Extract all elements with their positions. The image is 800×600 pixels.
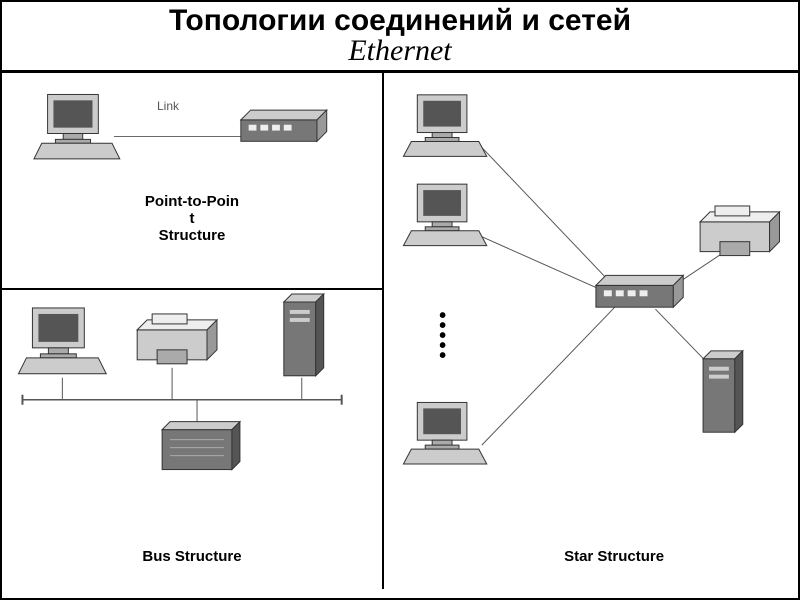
printer-icon	[137, 314, 217, 364]
title-sub: Ethernet	[2, 34, 798, 70]
content: Link Point-to-Poin t Structure	[2, 73, 798, 589]
switch-icon	[241, 110, 327, 141]
panel-bus: Bus Structure	[2, 290, 382, 589]
ellipsis-dots: •••••	[439, 311, 446, 361]
ptp-diagram	[2, 73, 382, 288]
server-icon	[703, 351, 743, 432]
title-main: Топологии соединений и сетей	[2, 4, 798, 38]
star-caption: Star Structure	[534, 548, 694, 565]
switch-icon	[596, 275, 683, 307]
bus-diagram	[2, 290, 382, 589]
link-label: Link	[157, 99, 179, 113]
left-column: Link Point-to-Poin t Structure	[2, 73, 384, 589]
hub-icon	[162, 421, 240, 469]
computer-icon	[403, 402, 486, 464]
star-diagram	[384, 73, 798, 589]
ptp-caption: Point-to-Poin t Structure	[112, 193, 272, 244]
computer-icon	[18, 308, 106, 374]
panel-point-to-point: Link Point-to-Poin t Structure	[2, 73, 382, 290]
computer-icon	[34, 94, 120, 158]
panel-star: ••••• Star Structure	[384, 73, 798, 589]
computer-icon	[403, 95, 486, 157]
computer-icon	[403, 184, 486, 246]
printer-icon	[700, 206, 779, 256]
bus-caption: Bus Structure	[112, 548, 272, 565]
header: Топологии соединений и сетей Ethernet	[2, 2, 798, 73]
server-icon	[284, 294, 324, 376]
